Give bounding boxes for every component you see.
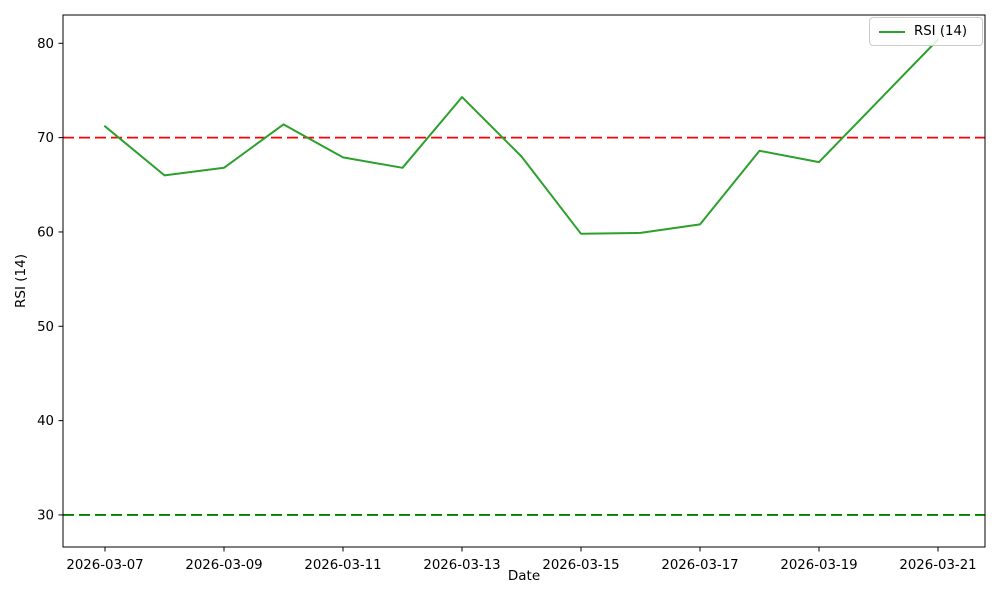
x-tick-label: 2026-03-19 <box>780 558 857 573</box>
x-tick-label: 2026-03-21 <box>899 558 976 573</box>
x-tick-label: 2026-03-07 <box>66 558 143 573</box>
y-tick-label: 50 <box>37 320 54 335</box>
x-tick-label: 2026-03-17 <box>661 558 738 573</box>
legend: RSI (14) <box>869 17 983 46</box>
legend-line-sample <box>879 30 905 33</box>
x-tick-label: 2026-03-11 <box>304 558 381 573</box>
y-axis-label: RSI (14) <box>13 254 29 308</box>
legend-label: RSI (14) <box>914 24 968 39</box>
plot-border <box>62 14 986 548</box>
y-tick-label: 80 <box>37 37 54 52</box>
rsi-line <box>104 38 939 235</box>
y-tick-label: 60 <box>37 225 54 240</box>
y-tick-label: 30 <box>37 508 54 523</box>
x-tick-label: 2026-03-13 <box>423 558 500 573</box>
y-tick-label: 40 <box>37 414 54 429</box>
x-tick-label: 2026-03-09 <box>185 558 262 573</box>
x-axis-label: Date <box>507 568 541 584</box>
x-tick-label: 2026-03-15 <box>542 558 619 573</box>
y-tick-label: 70 <box>37 131 54 146</box>
